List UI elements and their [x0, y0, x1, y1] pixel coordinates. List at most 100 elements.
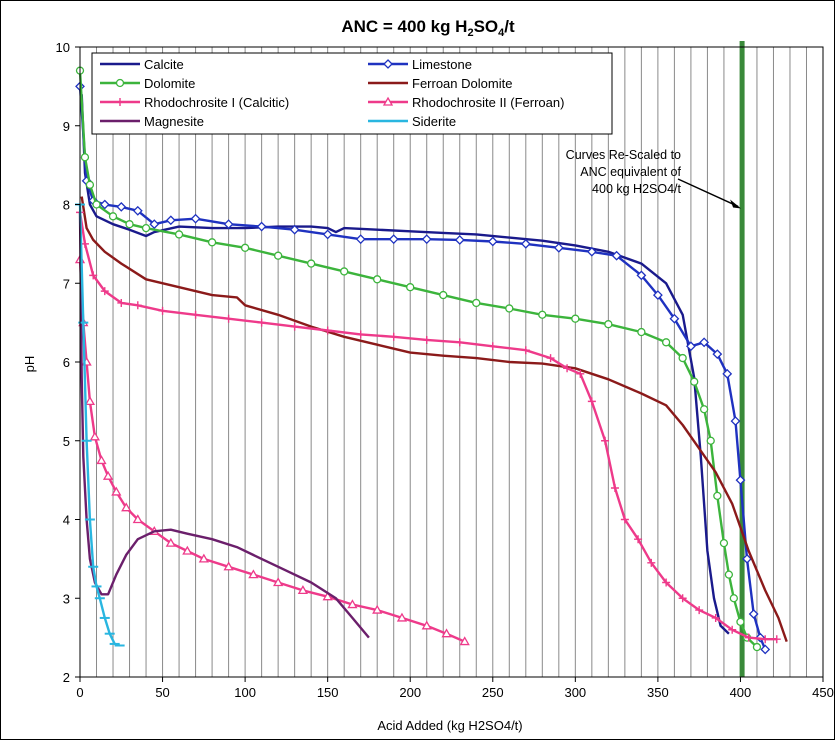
data-point	[89, 431, 100, 441]
data-point	[257, 318, 266, 327]
data-point	[637, 327, 646, 337]
series-3	[80, 196, 788, 642]
data-point	[80, 153, 90, 162]
data-point	[372, 604, 383, 614]
data-point	[125, 220, 134, 229]
legend-marker	[116, 98, 124, 106]
data-point	[182, 545, 193, 555]
data-point	[553, 242, 564, 253]
data-point	[695, 606, 704, 615]
data-point	[712, 349, 723, 360]
data-point	[586, 246, 597, 257]
data-point	[713, 491, 722, 501]
annotation-line: 400 kg H2SO4/t	[592, 182, 681, 196]
data-point	[699, 405, 709, 414]
data-point	[290, 322, 299, 331]
series-1	[75, 81, 771, 655]
legend-box	[91, 52, 613, 135]
data-point	[207, 238, 217, 247]
legend-item: Siderite	[368, 114, 456, 129]
series-line	[80, 94, 730, 635]
data-point	[132, 205, 143, 216]
plot-area	[80, 47, 823, 677]
x-tick-label: 400	[730, 685, 752, 700]
legend-label: Siderite	[412, 114, 456, 129]
data-point	[610, 484, 619, 492]
data-point	[389, 332, 398, 341]
data-point	[116, 201, 127, 212]
grid-lines	[80, 47, 823, 677]
legend-item: Magnesite	[100, 114, 204, 129]
annotation-line: ANC equivalent of	[580, 165, 681, 179]
data-point	[730, 416, 741, 426]
data-point	[611, 250, 622, 261]
series-4	[76, 208, 781, 644]
data-point	[760, 644, 771, 655]
data-point	[752, 642, 762, 652]
data-point	[108, 212, 118, 221]
data-point	[396, 612, 408, 622]
data-point	[92, 200, 101, 209]
legend: Calcite Limestone Dolomite Ferroan Dolomite…	[91, 52, 613, 135]
data-point	[520, 238, 531, 249]
data-point	[678, 594, 687, 603]
data-point	[256, 221, 267, 232]
data-point	[198, 553, 209, 563]
data-point	[488, 342, 497, 351]
x-tick-label: 450	[812, 685, 834, 700]
legend-item: Rhodochrosite II (Ferroan)	[368, 95, 564, 110]
x-axis-label: Acid Added (kg H2SO4/t)	[377, 718, 522, 733]
series-line	[80, 196, 788, 642]
y-tick-label: 8	[63, 198, 70, 213]
data-point	[165, 537, 176, 547]
legend-item: Dolomite	[100, 76, 195, 91]
annotation: Curves Re-Scaled to ANC equivalent of 400 …	[566, 148, 742, 209]
title-main: ANC = 400 kg H	[341, 17, 467, 36]
data-point	[117, 298, 126, 307]
data-point	[158, 306, 167, 315]
x-tick-label: 150	[317, 685, 339, 700]
data-point	[406, 283, 415, 292]
legend-item: Limestone	[368, 57, 472, 72]
data-point	[102, 470, 114, 480]
data-point	[322, 591, 333, 601]
title-end: /t	[504, 17, 515, 36]
legend-marker	[382, 96, 394, 106]
data-point	[748, 609, 759, 619]
legend-label: Rhodochrosite II (Ferroan)	[412, 95, 564, 110]
data-point	[729, 594, 738, 603]
series-5	[74, 254, 470, 646]
y-tick-label: 2	[63, 670, 70, 685]
data-point	[273, 577, 284, 587]
data-point	[546, 354, 555, 363]
data-point	[719, 538, 729, 548]
x-tick-label: 0	[76, 685, 83, 700]
y-tick-label: 3	[63, 591, 70, 606]
series-2	[75, 66, 762, 652]
title-sub1: 2	[467, 27, 473, 39]
series-0	[80, 94, 730, 635]
data-point	[121, 502, 132, 512]
series-line	[78, 70, 758, 648]
data-point	[84, 396, 96, 406]
series-6	[78, 212, 370, 639]
data-point	[224, 314, 233, 323]
y-tick-label: 10	[56, 40, 70, 55]
data-point	[761, 635, 770, 644]
data-point	[191, 310, 200, 319]
data-point	[421, 620, 432, 630]
annotation-line: Curves Re-Scaled to	[566, 148, 681, 162]
chart-title: ANC = 400 kg H2SO4/t	[341, 17, 515, 39]
x-tick-label: 250	[482, 685, 504, 700]
data-point	[472, 298, 481, 308]
data-point	[141, 223, 151, 233]
data-point	[223, 219, 234, 230]
legend-label: Ferroan Dolomite	[412, 76, 512, 91]
data-point	[99, 199, 110, 210]
data-point	[505, 304, 514, 313]
x-tick-label: 100	[234, 685, 256, 700]
data-point	[223, 561, 234, 571]
annotation-arrow	[677, 178, 739, 208]
data-point	[323, 326, 332, 335]
